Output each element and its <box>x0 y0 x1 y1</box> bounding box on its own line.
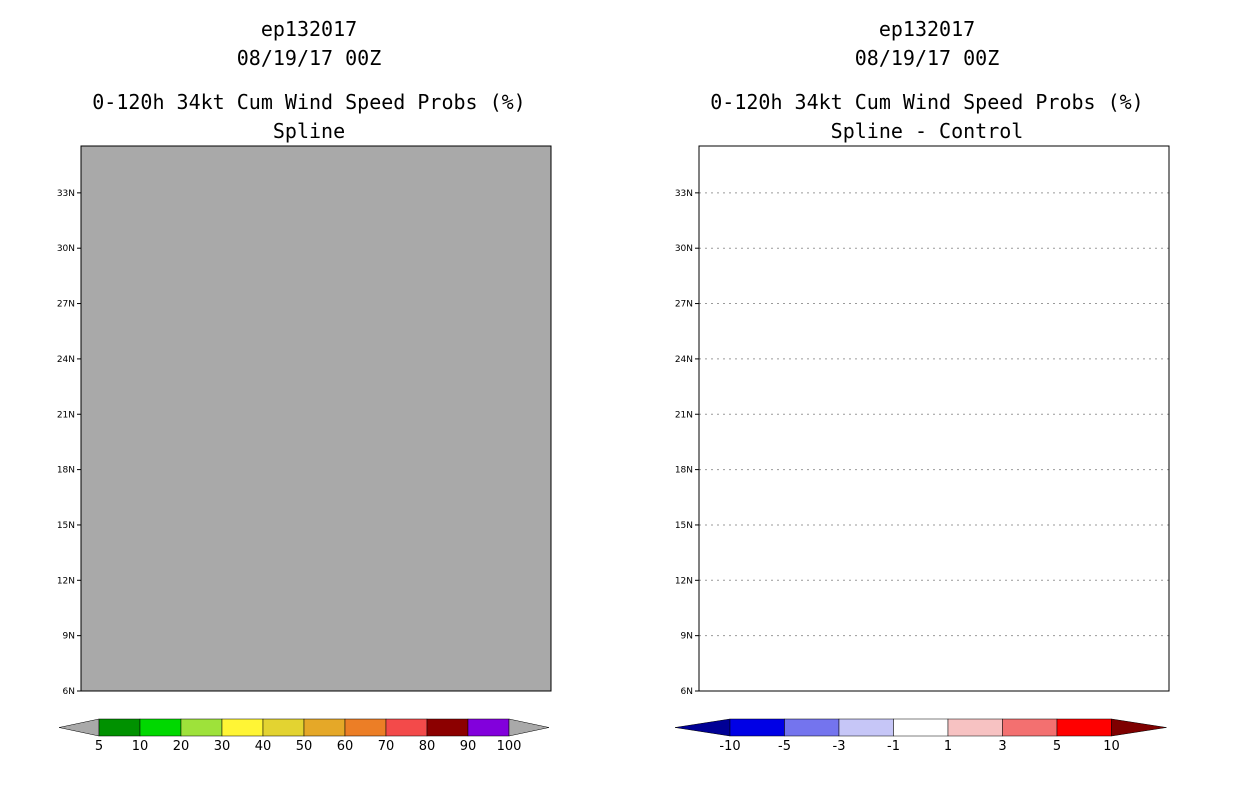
colorbar-cell <box>303 718 346 737</box>
lat-tick-label: 33N <box>675 189 693 199</box>
init-datetime: 08/19/17 00Z <box>854 46 1000 70</box>
colorbar-cell <box>1056 718 1112 737</box>
colorbar-label: 20 <box>173 739 190 754</box>
colorbar-cell <box>467 718 510 737</box>
colorbar-label: -3 <box>833 739 846 754</box>
colorbar-label: 5 <box>1053 739 1061 754</box>
lat-tick-label: 30N <box>57 244 75 254</box>
lat-tick-label: 9N <box>63 632 75 642</box>
lat-tick-label: 15N <box>675 521 693 531</box>
colorbar-label: 100 <box>497 739 522 754</box>
lat-tick-label: 27N <box>675 300 693 310</box>
lat-tick-label: 12N <box>675 576 693 586</box>
panel-subtitle: Spline <box>272 119 346 143</box>
storm-id: ep132017 <box>878 17 976 41</box>
colorbar-label: 70 <box>378 739 395 754</box>
chart-right: 33N30N27N24N21N18N15N12N9N6N144W141W138W… <box>674 145 1170 754</box>
lat-tick-label: 15N <box>57 521 75 531</box>
colorbar-label: -5 <box>778 739 791 754</box>
lat-tick-label: 24N <box>675 355 693 365</box>
colorbar-label: 5 <box>95 739 103 754</box>
colorbar-left-triangle <box>58 718 100 737</box>
lat-tick-label: 27N <box>57 300 75 310</box>
colorbar-label: 50 <box>296 739 313 754</box>
colorbar-left-triangle <box>674 718 731 737</box>
colorbar-label: 10 <box>132 739 149 754</box>
product-title: 0-120h 34kt Cum Wind Speed Probs (%) <box>710 90 1144 114</box>
lat-tick-label: 30N <box>675 244 693 254</box>
lat-tick-label: 18N <box>57 466 75 476</box>
product-title: 0-120h 34kt Cum Wind Speed Probs (%) <box>92 90 526 114</box>
colorbar-right-triangle <box>508 718 550 737</box>
lat-tick-label: 21N <box>57 410 75 420</box>
colorbar-cell <box>385 718 428 737</box>
lat-tick-label: 9N <box>681 632 693 642</box>
colorbar-cell <box>98 718 141 737</box>
lat-tick-label: 6N <box>63 687 75 697</box>
colorbar-label: 90 <box>460 739 477 754</box>
lat-tick-label: 6N <box>681 687 693 697</box>
colorbar-cell <box>426 718 469 737</box>
right-colorbar: -10 -5 -3 -1 1 3 5 10 <box>674 718 1167 754</box>
colorbar-cell <box>838 718 894 737</box>
colorbar-cell <box>784 718 840 737</box>
init-datetime: 08/19/17 00Z <box>236 46 382 70</box>
storm-id: ep132017 <box>260 17 358 41</box>
colorbar-cell <box>947 718 1003 737</box>
colorbar-right-triangle <box>1111 718 1167 737</box>
colorbar-label: 10 <box>1103 739 1120 754</box>
colorbar-label: 30 <box>214 739 231 754</box>
right-panel: ep132017 08/19/17 00Z 0-120h 34kt Cum Wi… <box>618 0 1236 800</box>
plot-frame <box>698 145 1170 692</box>
grid-lines <box>699 192 1169 637</box>
colorbar-cell <box>1002 718 1058 737</box>
colorbar-label: 60 <box>337 739 354 754</box>
colorbar-label: 80 <box>419 739 436 754</box>
colorbar-cell <box>221 718 264 737</box>
lat-tick-label: 33N <box>57 189 75 199</box>
colorbar-label: -10 <box>719 739 740 754</box>
colorbar-cell <box>893 718 949 737</box>
colorbar-label: 40 <box>255 739 272 754</box>
panel-subtitle: Spline - Control <box>830 119 1024 143</box>
colorbar-label: -1 <box>887 739 900 754</box>
plot-frame <box>80 145 552 692</box>
colorbar-label: 1 <box>944 739 952 754</box>
lat-tick-label: 24N <box>57 355 75 365</box>
colorbar-cell <box>139 718 182 737</box>
plot-background <box>81 146 551 691</box>
colorbar-label: 3 <box>998 739 1006 754</box>
left-panel: ep132017 08/19/17 00Z 0-120h 34kt Cum Wi… <box>57 17 552 754</box>
colorbar-cell <box>729 718 785 737</box>
left-colorbar: 5 10 20 30 40 50 60 70 80 90 100 <box>58 718 550 754</box>
chart-left: 33N30N27N24N21N18N15N12N9N6N144W141W138W… <box>57 145 552 754</box>
lat-tick-label: 12N <box>57 576 75 586</box>
plot-background <box>699 146 1169 691</box>
colorbar-cell <box>262 718 305 737</box>
colorbar-cell <box>180 718 223 737</box>
lat-tick-label: 18N <box>675 466 693 476</box>
lat-tick-label: 21N <box>675 410 693 420</box>
colorbar-cell <box>344 718 387 737</box>
